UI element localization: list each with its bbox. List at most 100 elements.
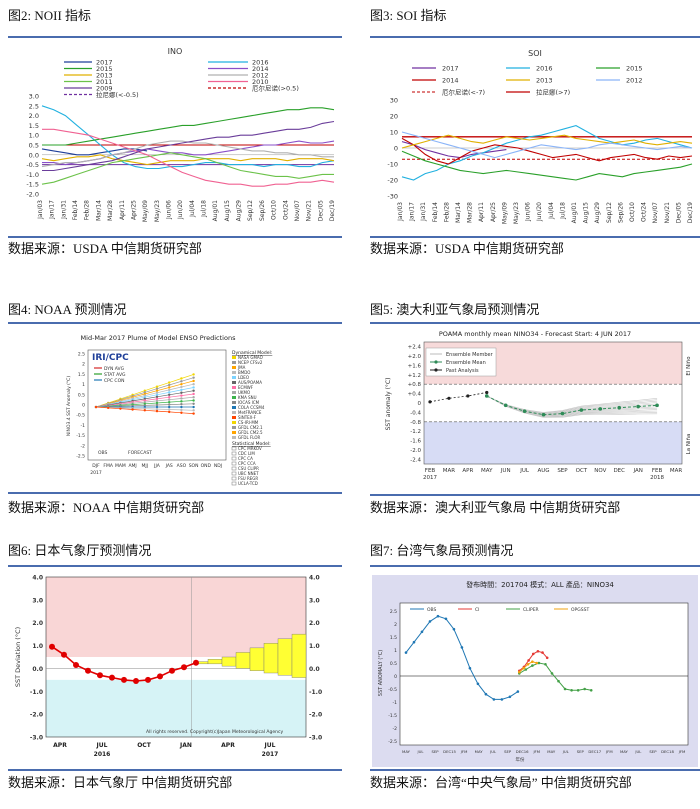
series-point-OBS: [508, 695, 512, 699]
model-name: COLA CCSM4: [238, 405, 265, 410]
x-tick-label: Jan/31: [420, 202, 427, 222]
ensemble-mean-point: [522, 409, 527, 414]
series-point-CLIPER: [557, 679, 560, 683]
model-point: [192, 409, 195, 412]
model-swatch: [232, 361, 236, 364]
series-line-2012: [401, 131, 693, 159]
x-tick-label: DJF: [92, 463, 100, 469]
series-point-CI: [541, 651, 544, 654]
legend-label: 厄尔尼诺(<-7): [442, 88, 485, 97]
series-point-CLIPER: [576, 689, 580, 692]
figure-title: 图3: SOI 指标: [370, 8, 447, 23]
forecast-box: [221, 656, 237, 667]
model-point: [192, 376, 195, 379]
model-swatch: [232, 391, 236, 394]
model-swatch: [231, 451, 237, 456]
model-point: [155, 395, 159, 399]
model-name: SINTEX-F: [238, 415, 257, 420]
model-name: FSU REGR: [238, 476, 258, 481]
model-list-header: Dynamical Model:: [232, 350, 272, 356]
noaa-chart: Mid-Mar 2017 Plume of Model ENSO Predict…: [66, 334, 272, 486]
figure-title: 图7: 台湾气象局预测情况: [370, 543, 514, 558]
y-tick-label: +0.8: [408, 382, 422, 388]
x-tick-label: AUG: [538, 468, 550, 474]
observed-point: [85, 667, 91, 674]
y-tick-label: 0.5: [390, 661, 397, 667]
source-rule: [370, 769, 700, 771]
x-tick-label: May/23: [154, 200, 161, 222]
x-tick-label: Oct/24: [641, 202, 648, 222]
x-tick-label: JUL: [634, 749, 642, 754]
iri-badge: IRI/CPC: [92, 353, 129, 363]
source-rule: [370, 494, 700, 496]
x-tick-label: Mar/14: [95, 200, 102, 221]
x-tick-label: OND: [201, 463, 212, 469]
past-analysis-point: [485, 390, 489, 395]
y-tick-label-right: -2.0: [309, 712, 322, 719]
model-swatch: [231, 446, 237, 451]
y-tick-label: -2: [81, 443, 86, 449]
plot-frame: [423, 341, 683, 465]
forecast-box: [263, 643, 279, 674]
x-tick-label: Dec/05: [317, 200, 324, 221]
x-tick-label: JUN: [500, 468, 511, 474]
y-tick-label: 2.5: [29, 102, 39, 110]
series-line-2017: [401, 141, 507, 159]
source-rule: [8, 236, 342, 238]
x-tick-label: Jun/20: [177, 200, 184, 220]
x-tick-label: Jul/04: [189, 200, 196, 218]
series-point-OBS: [484, 692, 488, 696]
model-point: [168, 400, 171, 404]
ensemble-mean-line: [486, 395, 658, 416]
model-name: ECMWF: [238, 385, 254, 390]
model-point: [168, 405, 171, 409]
legend-label: 2016: [252, 59, 269, 67]
ensemble-mean-point: [636, 404, 640, 409]
series-point-OPGSST: [535, 661, 539, 665]
y-tick-label: -2: [393, 726, 398, 732]
y-tick-label: 4.0: [32, 575, 43, 582]
x-tick-label: DEC16: [516, 749, 529, 754]
x-tick-label: SEP: [649, 749, 657, 754]
model-point: [180, 385, 183, 389]
legend-label: CLIPER: [523, 607, 539, 613]
y-tick-label: 0: [82, 403, 85, 409]
legend-label: 2014: [442, 77, 459, 85]
model-swatch: [232, 416, 236, 419]
model-point: [192, 382, 195, 386]
y-tick-label: -3.0: [30, 735, 43, 742]
observed-point: [193, 659, 199, 666]
x-tick-label: Nov/21: [664, 202, 671, 224]
x-tick-label: Dec/19: [329, 200, 336, 221]
ensemble-mean-point: [655, 403, 659, 408]
x-tick-label: MJJ: [142, 463, 149, 469]
model-point: [155, 393, 159, 396]
x-tick-label: Jul/18: [559, 202, 566, 220]
y-tick-label: 0: [394, 145, 398, 153]
x-tick-label: FEB: [425, 468, 436, 474]
x-tick-label: NOV: [594, 468, 606, 474]
y-tick-label: 1: [394, 648, 397, 654]
y-tick-label: -0.5: [76, 413, 85, 419]
x-tick-label: DEC17: [588, 749, 601, 754]
model-name: MetFRANCE: [238, 410, 262, 415]
model-swatch: [231, 481, 237, 486]
model-name: CPC MRKOV: [238, 446, 262, 451]
model-point: [192, 405, 195, 409]
chart-title: SOI: [528, 49, 542, 58]
series-line-2010: [42, 128, 335, 187]
ensemble-mean-point: [503, 403, 508, 408]
model-list-header: Statistical Model:: [232, 441, 271, 447]
model-name: KMA SNU: [238, 395, 257, 400]
y-tick-label: 10: [390, 129, 398, 137]
model-point: [180, 402, 183, 406]
x-tick-label: JUL: [417, 749, 425, 754]
model-swatch: [232, 366, 236, 369]
y-tick-label: 2.0: [29, 112, 39, 120]
series-point-OBS: [500, 698, 504, 701]
observed-point: [145, 676, 151, 683]
series-line-2016: [41, 105, 335, 170]
model-name: IOCAS ICM: [238, 400, 260, 405]
model-point: [143, 409, 146, 412]
past-analysis-point: [466, 394, 470, 398]
